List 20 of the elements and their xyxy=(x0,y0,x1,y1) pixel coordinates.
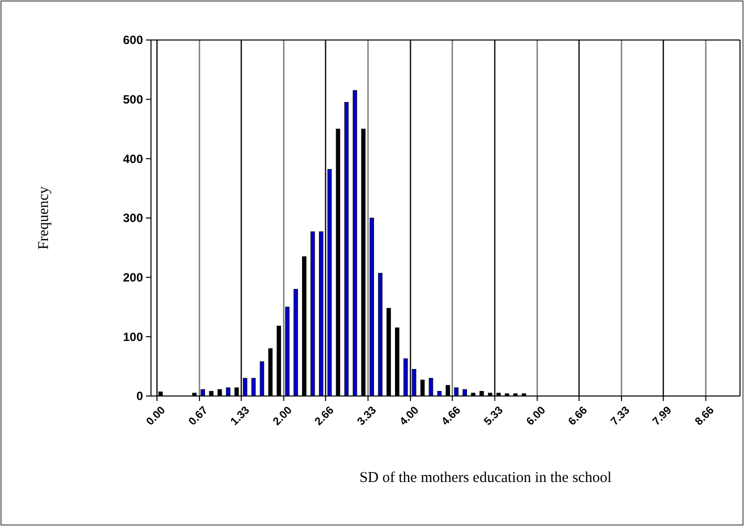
x-tick-label: 6.00 xyxy=(524,404,548,428)
y-tick-label: 200 xyxy=(122,270,144,285)
y-tick-label: 500 xyxy=(122,92,144,107)
y-tick-label: 300 xyxy=(122,211,144,226)
x-tick-label: 3.33 xyxy=(355,404,379,428)
x-tick-label: 5.33 xyxy=(482,404,506,428)
x-tick-label: 4.66 xyxy=(440,404,464,428)
x-tick-label: 7.99 xyxy=(650,404,674,428)
x-axis-title: SD of the mothers education in the school xyxy=(359,470,612,486)
y-axis-title: Frequency xyxy=(36,186,52,250)
x-tick-label: 7.33 xyxy=(608,404,632,428)
x-tick-label: 4.00 xyxy=(398,404,422,428)
x-tick-label: 0.67 xyxy=(186,404,210,428)
x-tick-label: 6.66 xyxy=(566,404,590,428)
x-tick-label: 8.66 xyxy=(692,404,717,428)
y-tick-label: 600 xyxy=(122,33,144,48)
y-tick-label: 100 xyxy=(122,330,144,344)
y-tick-label: 0 xyxy=(136,389,144,404)
y-tick-label: 400 xyxy=(122,152,144,166)
x-tick-label: 0.00 xyxy=(144,404,168,428)
